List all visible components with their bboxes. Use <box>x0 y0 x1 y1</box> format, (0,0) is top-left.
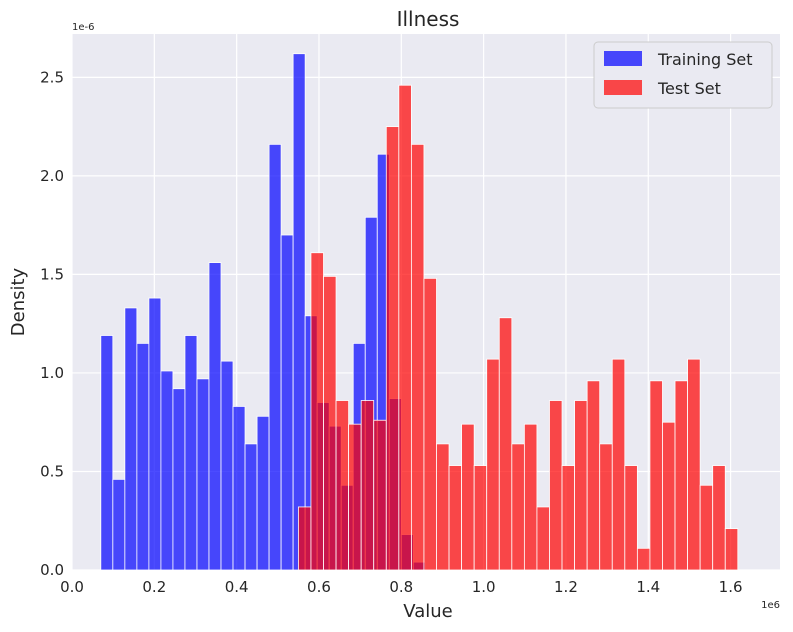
test-set-bar <box>624 465 638 571</box>
y-tick-labels: 0.0 0.5 1.0 1.5 2.0 2.5 <box>40 68 64 579</box>
test-set-bar <box>373 419 387 571</box>
training-set-bar <box>112 478 126 571</box>
y-tick-label: 1.5 <box>40 265 64 283</box>
legend-label-test: Test Set <box>657 79 721 98</box>
test-set-bar <box>687 358 701 571</box>
training-set-bar <box>160 370 174 571</box>
test-set-bar <box>297 506 312 571</box>
x-tick-label: 1.2 <box>554 578 578 596</box>
legend-label-training: Training Set <box>657 50 753 69</box>
chart-title: Illness <box>397 7 460 31</box>
y-tick-label: 2.0 <box>40 167 64 185</box>
training-set-bar <box>172 388 186 571</box>
test-set-bar <box>724 528 739 571</box>
training-set-bar <box>148 297 162 571</box>
test-set-bar <box>348 423 362 571</box>
test-set-bar <box>335 400 350 571</box>
test-set-bar <box>323 275 337 571</box>
test-set-bar <box>448 465 463 571</box>
x-tick-label: 0.6 <box>307 578 331 596</box>
test-set-bar <box>398 84 412 571</box>
training-set-bar <box>124 307 138 571</box>
training-set-bar <box>232 406 246 571</box>
training-set-bar <box>292 53 306 571</box>
training-set-bar <box>100 335 114 571</box>
histogram-bars <box>100 53 739 571</box>
x-tick-labels: 0.0 0.2 0.4 0.6 0.8 1.0 1.2 1.4 1.6 <box>60 578 742 596</box>
test-set-bar <box>436 443 450 571</box>
test-set-bar <box>523 423 538 571</box>
test-set-bar <box>310 252 324 571</box>
test-set-bar <box>461 423 475 571</box>
x-tick-label: 1.6 <box>719 578 743 596</box>
training-set-bar <box>196 378 210 571</box>
training-set-bar <box>280 234 294 571</box>
test-set-bar <box>649 380 663 571</box>
test-set-bar <box>636 547 651 571</box>
training-set-bar <box>184 335 198 571</box>
test-set-bar <box>385 126 400 571</box>
test-set-bar <box>423 277 437 571</box>
legend: Training Set Test Set <box>593 41 773 109</box>
x-tick-label: 0.4 <box>225 578 249 596</box>
test-set-bar <box>410 143 425 571</box>
y-axis-label: Density <box>8 267 29 336</box>
x-tick-label: 0.8 <box>389 578 413 596</box>
y-tick-label: 1.0 <box>40 364 64 382</box>
x-tick-label: 0.0 <box>60 578 84 596</box>
test-set-bar <box>712 465 726 571</box>
test-set-bar <box>561 465 575 571</box>
y-tick-label: 0.5 <box>40 462 64 480</box>
training-set-bar <box>208 262 222 571</box>
test-set-bar <box>574 400 588 571</box>
training-set-bar <box>268 143 282 571</box>
y-tick-label: 0.0 <box>40 561 64 579</box>
test-set-bar <box>662 421 676 571</box>
x-tick-label: 1.0 <box>472 578 496 596</box>
test-set-bar <box>611 358 626 571</box>
test-set-bar <box>586 380 601 571</box>
y-tick-label: 2.5 <box>40 68 64 86</box>
test-set-bar <box>699 484 714 571</box>
test-set-bar <box>549 400 563 571</box>
test-set-bar <box>599 443 613 571</box>
x-axis-label: Value <box>403 601 452 622</box>
test-set-bar <box>674 380 688 571</box>
test-set-bar <box>360 400 375 571</box>
x-tick-label: 1.4 <box>636 578 660 596</box>
y-scale-label: 1e-6 <box>72 22 95 33</box>
x-tick-label: 0.2 <box>142 578 166 596</box>
test-set-bar <box>486 358 500 571</box>
test-set-bar <box>511 443 525 571</box>
legend-swatch-test <box>604 80 642 95</box>
test-set-bar <box>473 465 488 571</box>
x-scale-label: 1e6 <box>761 600 780 611</box>
training-set-bar <box>256 415 270 571</box>
training-set-bar <box>244 443 258 571</box>
test-set-bar <box>536 506 550 571</box>
legend-swatch-training <box>604 51 642 66</box>
training-set-bar <box>136 342 150 571</box>
test-set-bar <box>498 317 513 571</box>
training-set-bar <box>220 360 234 571</box>
